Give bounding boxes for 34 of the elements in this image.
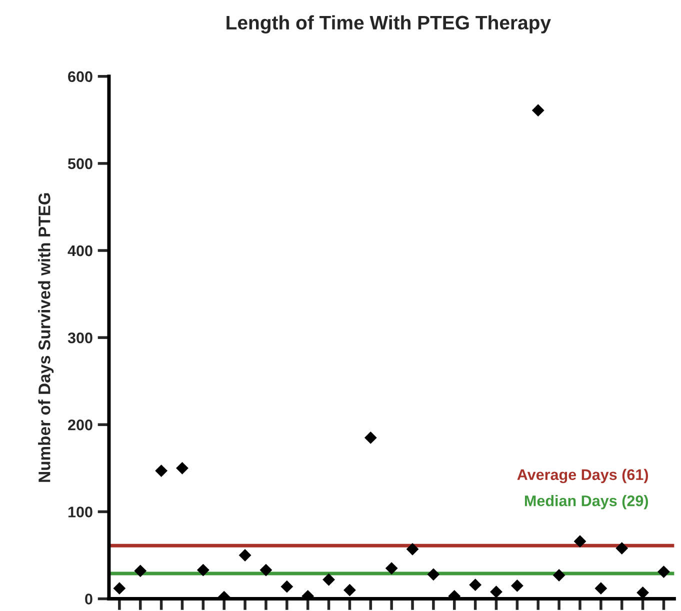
point: [155, 464, 168, 477]
point: [406, 542, 419, 556]
point: [364, 431, 377, 444]
ref-line-label: Average Days (61): [517, 468, 648, 484]
y-tick-label: 300: [68, 332, 92, 344]
point: [552, 569, 566, 582]
point: [658, 566, 670, 578]
point: [469, 578, 482, 592]
point: [532, 104, 544, 117]
y-tick-label: 600: [68, 71, 92, 82]
point: [322, 573, 335, 586]
point: [616, 542, 628, 554]
point: [385, 562, 398, 575]
y-axis-title: Number of Days Survived with PTEG: [38, 193, 54, 482]
chart-title: Length of Time With PTEG Therapy: [226, 15, 551, 34]
point: [594, 582, 608, 595]
point: [260, 564, 272, 576]
y-tick-label: 400: [68, 245, 92, 256]
point: [176, 462, 188, 474]
point: [113, 582, 126, 595]
point: [343, 584, 356, 596]
y-tick-label: 100: [68, 506, 92, 518]
ref-line-label: Median Days (29): [524, 495, 648, 510]
point: [427, 568, 440, 581]
point: [574, 535, 586, 548]
y-tick-label: 0: [85, 594, 92, 604]
point: [490, 586, 502, 598]
y-tick-label: 500: [68, 158, 92, 170]
point: [196, 564, 210, 576]
point: [280, 580, 294, 593]
point: [510, 580, 524, 592]
point: [134, 564, 147, 578]
y-tick-label: 200: [68, 420, 92, 430]
point: [238, 549, 252, 562]
